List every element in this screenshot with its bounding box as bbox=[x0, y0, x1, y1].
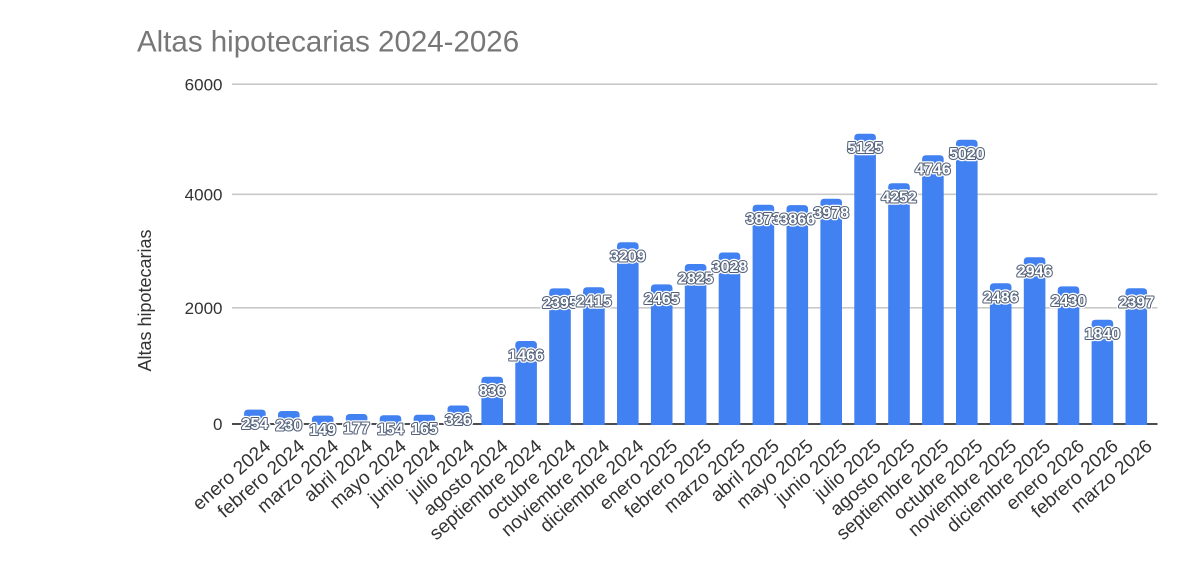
svg-text:254: 254 bbox=[242, 416, 269, 433]
svg-text:3873: 3873 bbox=[746, 211, 782, 228]
svg-text:2465: 2465 bbox=[644, 291, 680, 308]
svg-text:326: 326 bbox=[445, 412, 472, 429]
svg-text:5020: 5020 bbox=[949, 146, 985, 163]
svg-text:154: 154 bbox=[377, 422, 404, 439]
svg-text:4252: 4252 bbox=[881, 190, 917, 207]
svg-text:1840: 1840 bbox=[1085, 326, 1121, 343]
svg-text:177: 177 bbox=[343, 420, 370, 437]
svg-text:836: 836 bbox=[479, 383, 506, 400]
svg-text:165: 165 bbox=[411, 421, 438, 438]
svg-text:2395: 2395 bbox=[542, 295, 578, 312]
svg-text:3873: 3873 bbox=[746, 211, 782, 228]
svg-text:1466: 1466 bbox=[508, 347, 544, 364]
svg-text:326: 326 bbox=[445, 412, 472, 429]
svg-text:177: 177 bbox=[343, 420, 370, 437]
svg-text:230: 230 bbox=[275, 417, 302, 434]
svg-text:2415: 2415 bbox=[576, 294, 612, 311]
svg-text:2415: 2415 bbox=[576, 294, 612, 311]
svg-text:2486: 2486 bbox=[983, 290, 1019, 307]
svg-text:2946: 2946 bbox=[1017, 264, 1053, 281]
svg-text:6000: 6000 bbox=[185, 75, 223, 94]
svg-text:2397: 2397 bbox=[1119, 295, 1155, 312]
svg-text:3978: 3978 bbox=[813, 205, 849, 222]
svg-text:2397: 2397 bbox=[1119, 295, 1155, 312]
svg-text:3028: 3028 bbox=[712, 259, 748, 276]
svg-text:2430: 2430 bbox=[1051, 293, 1087, 310]
svg-text:326: 326 bbox=[445, 412, 472, 429]
svg-text:3209: 3209 bbox=[610, 249, 646, 266]
svg-text:Altas hipotecarias: Altas hipotecarias bbox=[135, 229, 155, 371]
svg-text:154: 154 bbox=[377, 422, 404, 439]
svg-text:2397: 2397 bbox=[1119, 295, 1155, 312]
svg-text:3866: 3866 bbox=[780, 212, 816, 229]
svg-text:5125: 5125 bbox=[847, 140, 883, 157]
svg-text:3978: 3978 bbox=[813, 205, 849, 222]
svg-text:3866: 3866 bbox=[780, 212, 816, 229]
svg-text:0: 0 bbox=[213, 415, 222, 434]
svg-text:2946: 2946 bbox=[1017, 264, 1053, 281]
svg-text:4746: 4746 bbox=[915, 162, 951, 179]
svg-text:3873: 3873 bbox=[746, 211, 782, 228]
svg-text:2825: 2825 bbox=[678, 270, 714, 287]
svg-text:254: 254 bbox=[242, 416, 269, 433]
svg-text:4252: 4252 bbox=[881, 190, 917, 207]
svg-text:3978: 3978 bbox=[813, 205, 849, 222]
svg-text:1840: 1840 bbox=[1085, 326, 1121, 343]
svg-text:154: 154 bbox=[377, 422, 404, 439]
svg-text:2430: 2430 bbox=[1051, 293, 1087, 310]
svg-text:254: 254 bbox=[242, 416, 269, 433]
svg-text:1466: 1466 bbox=[508, 347, 544, 364]
svg-text:149: 149 bbox=[309, 422, 336, 439]
svg-text:2415: 2415 bbox=[576, 294, 612, 311]
svg-text:5125: 5125 bbox=[847, 140, 883, 157]
svg-text:2486: 2486 bbox=[983, 290, 1019, 307]
svg-text:3209: 3209 bbox=[610, 249, 646, 266]
svg-text:2465: 2465 bbox=[644, 291, 680, 308]
svg-text:5125: 5125 bbox=[847, 140, 883, 157]
svg-text:149: 149 bbox=[309, 422, 336, 439]
svg-text:1466: 1466 bbox=[508, 347, 544, 364]
svg-text:165: 165 bbox=[411, 421, 438, 438]
svg-text:177: 177 bbox=[343, 420, 370, 437]
svg-text:836: 836 bbox=[479, 383, 506, 400]
svg-text:5020: 5020 bbox=[949, 146, 985, 163]
svg-text:1840: 1840 bbox=[1085, 326, 1121, 343]
svg-text:230: 230 bbox=[275, 417, 302, 434]
svg-text:2395: 2395 bbox=[542, 295, 578, 312]
svg-text:4252: 4252 bbox=[881, 190, 917, 207]
svg-text:2486: 2486 bbox=[983, 290, 1019, 307]
svg-text:2000: 2000 bbox=[185, 299, 223, 318]
svg-text:2825: 2825 bbox=[678, 270, 714, 287]
svg-text:Altas hipotecarias 2024-2026: Altas hipotecarias 2024-2026 bbox=[137, 26, 519, 59]
svg-text:2430: 2430 bbox=[1051, 293, 1087, 310]
svg-text:4746: 4746 bbox=[915, 162, 951, 179]
svg-text:230: 230 bbox=[275, 417, 302, 434]
svg-text:5020: 5020 bbox=[949, 146, 985, 163]
svg-text:836: 836 bbox=[479, 383, 506, 400]
svg-text:3028: 3028 bbox=[712, 259, 748, 276]
svg-text:149: 149 bbox=[309, 422, 336, 439]
svg-text:3866: 3866 bbox=[780, 212, 816, 229]
svg-text:2395: 2395 bbox=[542, 295, 578, 312]
svg-text:3209: 3209 bbox=[610, 249, 646, 266]
svg-text:2946: 2946 bbox=[1017, 264, 1053, 281]
svg-text:2825: 2825 bbox=[678, 270, 714, 287]
svg-text:4746: 4746 bbox=[915, 162, 951, 179]
svg-text:3028: 3028 bbox=[712, 259, 748, 276]
svg-text:4000: 4000 bbox=[185, 185, 223, 204]
svg-text:165: 165 bbox=[411, 421, 438, 438]
svg-text:2465: 2465 bbox=[644, 291, 680, 308]
